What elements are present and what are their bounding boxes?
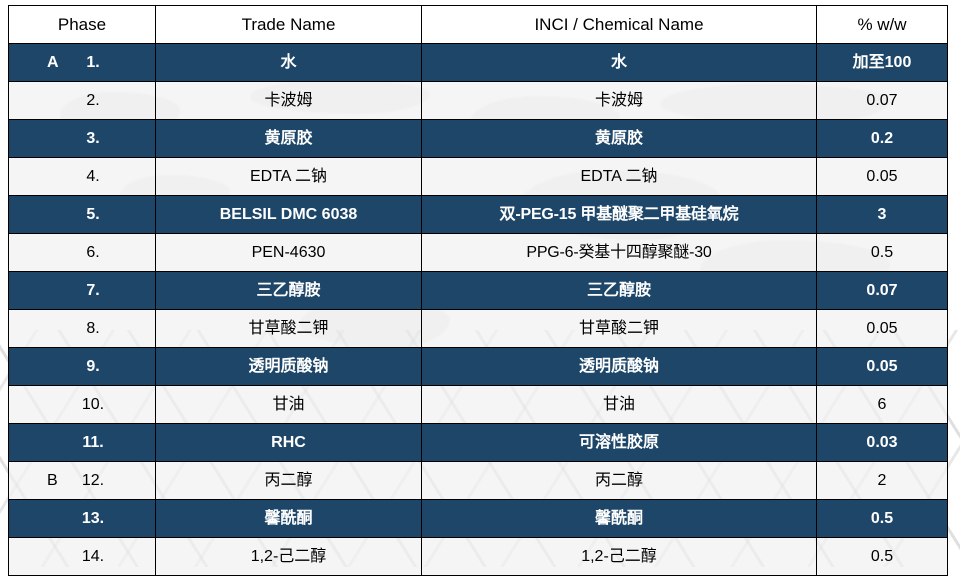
phase-letter: A	[47, 54, 59, 71]
row-index: 4.	[86, 168, 100, 185]
cell-phase: 2.	[8, 81, 156, 120]
row-index: 3.	[86, 130, 100, 147]
cell-percent: 0.05	[816, 347, 948, 386]
row-index: 2.	[86, 92, 100, 109]
cell-trade-name: 黄原胶	[155, 119, 422, 158]
cell-phase: 5.	[8, 195, 156, 234]
table-row: 11. RHC 可溶性胶原 0.03	[8, 423, 948, 462]
row-index: 5.	[86, 206, 100, 223]
cell-inci-name: 甘油	[421, 385, 817, 424]
cell-phase: B 12.	[8, 461, 156, 500]
table-row: 13. 馨酰酮 馨酰酮 0.5	[8, 499, 948, 538]
phase-letter: B	[47, 472, 58, 489]
cell-phase: 14.	[8, 537, 156, 576]
row-index: 14.	[81, 548, 105, 565]
cell-percent: 0.07	[816, 81, 948, 120]
row-index: 13.	[81, 510, 105, 527]
cell-trade-name: 丙二醇	[155, 461, 422, 500]
cell-trade-name: 甘油	[155, 385, 422, 424]
cell-percent: 0.5	[816, 537, 948, 576]
row-index: 6.	[86, 244, 100, 261]
cell-percent: 0.07	[816, 271, 948, 310]
cell-trade-name: BELSIL DMC 6038	[155, 195, 422, 234]
row-index: 11.	[82, 434, 104, 451]
table-body: A 1. 水 水 加至100 2. 卡波姆 卡波姆 0.07 3.	[8, 43, 948, 576]
cell-trade-name: 水	[155, 43, 422, 82]
cell-phase: 4.	[8, 157, 156, 196]
cell-phase: 10.	[8, 385, 156, 424]
table-row: 10. 甘油 甘油 6	[8, 385, 948, 424]
table-row: 4. EDTA 二钠 EDTA 二钠 0.05	[8, 157, 948, 196]
table-row: 6. PEN-4630 PPG-6-癸基十四醇聚醚-30 0.5	[8, 233, 948, 272]
column-header-trade-name: Trade Name	[155, 5, 422, 44]
cell-trade-name: 馨酰酮	[155, 499, 422, 538]
table-row: 3. 黄原胶 黄原胶 0.2	[8, 119, 948, 158]
table-row: 8. 甘草酸二钾 甘草酸二钾 0.05	[8, 309, 948, 348]
cell-percent: 0.05	[816, 157, 948, 196]
cell-inci-name: 水	[421, 43, 817, 82]
cell-inci-name: 三乙醇胺	[421, 271, 817, 310]
cell-phase: 9.	[8, 347, 156, 386]
table-row: 7. 三乙醇胺 三乙醇胺 0.07	[8, 271, 948, 310]
cell-percent: 加至100	[816, 43, 948, 82]
column-header-inci-chemical-name: INCI / Chemical Name	[421, 5, 817, 44]
cell-inci-name: 卡波姆	[421, 81, 817, 120]
cell-trade-name: 三乙醇胺	[155, 271, 422, 310]
cell-trade-name: PEN-4630	[155, 233, 422, 272]
table-row: 5. BELSIL DMC 6038 双-PEG-15 甲基醚聚二甲基硅氧烷 3	[8, 195, 948, 234]
cell-percent: 0.05	[816, 309, 948, 348]
cell-inci-name: 甘草酸二钾	[421, 309, 817, 348]
column-header-phase: Phase	[8, 5, 156, 44]
cell-percent: 2	[816, 461, 948, 500]
cell-inci-name: 透明质酸钠	[421, 347, 817, 386]
row-index: 7.	[86, 282, 100, 299]
cell-percent: 3	[816, 195, 948, 234]
cell-inci-name: 黄原胶	[421, 119, 817, 158]
cell-trade-name: 甘草酸二钾	[155, 309, 422, 348]
formulation-table: Phase Trade Name INCI / Chemical Name % …	[8, 5, 948, 576]
cell-percent: 0.03	[816, 423, 948, 462]
cell-percent: 0.5	[816, 233, 948, 272]
cell-inci-name: 双-PEG-15 甲基醚聚二甲基硅氧烷	[421, 195, 817, 234]
cell-phase: 6.	[8, 233, 156, 272]
table-row: 2. 卡波姆 卡波姆 0.07	[8, 81, 948, 120]
cell-inci-name: PPG-6-癸基十四醇聚醚-30	[421, 233, 817, 272]
cell-inci-name: 丙二醇	[421, 461, 817, 500]
header-row: Phase Trade Name INCI / Chemical Name % …	[8, 5, 948, 44]
table-row: 9. 透明质酸钠 透明质酸钠 0.05	[8, 347, 948, 386]
cell-trade-name: RHC	[155, 423, 422, 462]
cell-phase: 13.	[8, 499, 156, 538]
table-row: B 12. 丙二醇 丙二醇 2	[8, 461, 948, 500]
cell-phase: A 1.	[8, 43, 156, 82]
cell-trade-name: 透明质酸钠	[155, 347, 422, 386]
cell-phase: 7.	[8, 271, 156, 310]
cell-trade-name: 卡波姆	[155, 81, 422, 120]
formulation-table-container: Phase Trade Name INCI / Chemical Name % …	[8, 5, 948, 576]
cell-trade-name: 1,2-己二醇	[155, 537, 422, 576]
cell-inci-name: 馨酰酮	[421, 499, 817, 538]
row-index: 10.	[81, 396, 105, 413]
cell-phase: 8.	[8, 309, 156, 348]
table-header: Phase Trade Name INCI / Chemical Name % …	[8, 5, 948, 44]
column-header-percent-ww: % w/w	[816, 5, 948, 44]
cell-inci-name: 1,2-己二醇	[421, 537, 817, 576]
row-index: 8.	[86, 320, 100, 337]
cell-trade-name: EDTA 二钠	[155, 157, 422, 196]
cell-percent: 0.2	[816, 119, 948, 158]
row-index: 1.	[86, 54, 100, 71]
row-index: 12.	[81, 472, 105, 489]
cell-inci-name: EDTA 二钠	[421, 157, 817, 196]
cell-percent: 0.5	[816, 499, 948, 538]
cell-phase: 11.	[8, 423, 156, 462]
table-row: 14. 1,2-己二醇 1,2-己二醇 0.5	[8, 537, 948, 576]
table-row: A 1. 水 水 加至100	[8, 43, 948, 82]
cell-phase: 3.	[8, 119, 156, 158]
row-index: 9.	[86, 358, 100, 375]
cell-percent: 6	[816, 385, 948, 424]
cell-inci-name: 可溶性胶原	[421, 423, 817, 462]
